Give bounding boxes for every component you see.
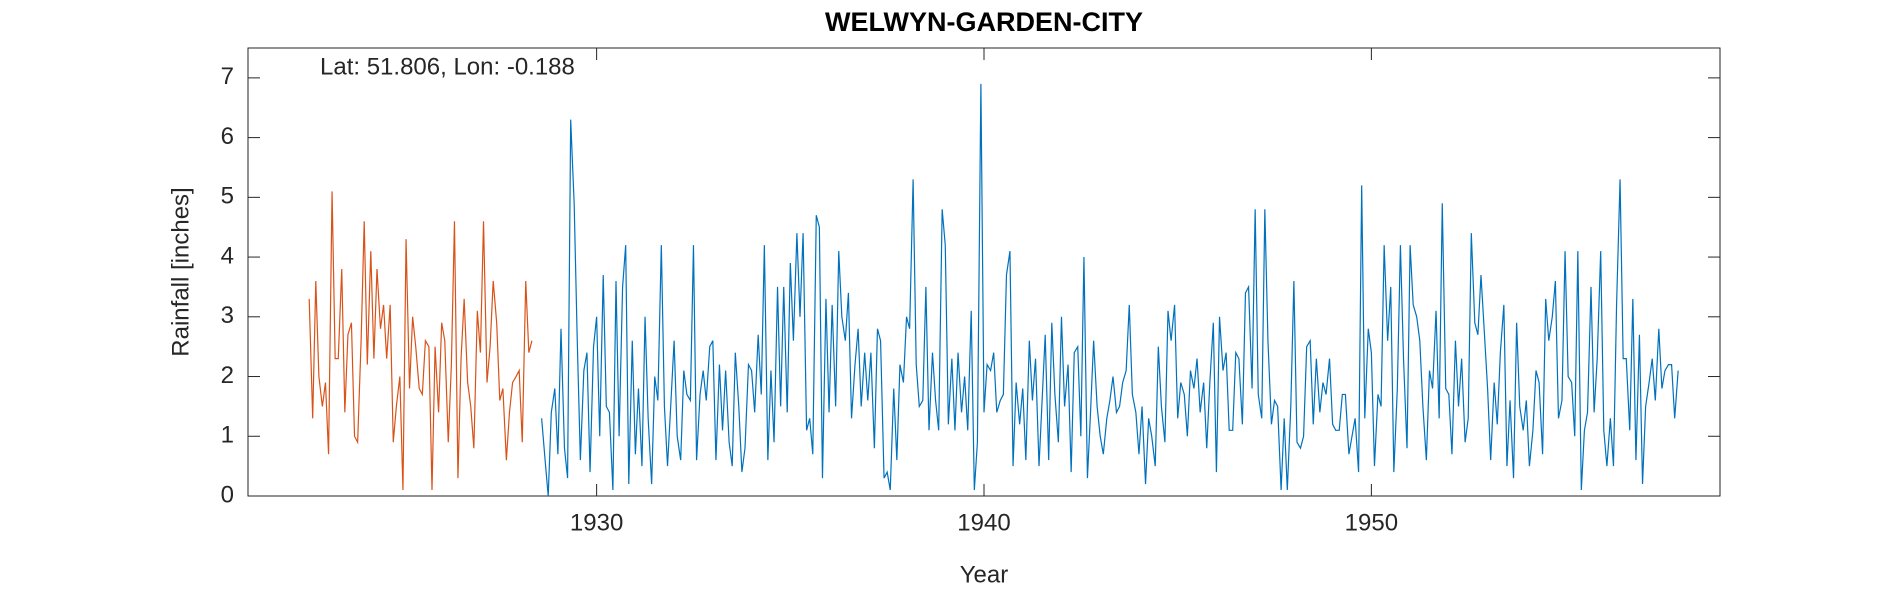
y-tick-label: 6 xyxy=(221,123,234,150)
chart-title: WELWYN-GARDEN-CITY xyxy=(825,7,1143,37)
data-line xyxy=(541,83,1679,497)
plot-frame xyxy=(247,47,1721,497)
y-tick-label: 5 xyxy=(221,183,234,210)
x-axis-label: Year xyxy=(960,561,1009,588)
y-axis-label: Rainfall [inches] xyxy=(167,187,194,356)
y-tick-label: 2 xyxy=(221,362,234,389)
y-tick-label: 1 xyxy=(221,422,234,449)
y-tick-label: 7 xyxy=(221,63,234,90)
annotation: Lat: 51.806, Lon: -0.188 xyxy=(320,53,575,80)
y-tick-label: 3 xyxy=(221,302,234,329)
x-tick-label: 1940 xyxy=(957,509,1010,536)
y-tick-label: 0 xyxy=(221,481,234,508)
x-tick-label: 1930 xyxy=(570,509,623,536)
x-tick-label: 1950 xyxy=(1345,509,1398,536)
data-line xyxy=(308,191,533,491)
y-tick-label: 4 xyxy=(221,242,234,269)
